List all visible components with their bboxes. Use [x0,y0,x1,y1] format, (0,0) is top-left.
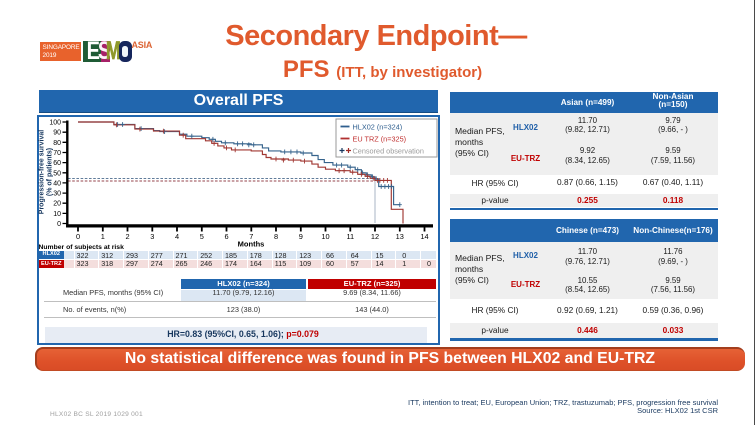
svg-text:20: 20 [53,201,61,208]
svg-text:6: 6 [224,232,228,241]
svg-text:10: 10 [321,232,329,241]
svg-text:7: 7 [249,232,253,241]
svg-text:80: 80 [53,140,61,147]
svg-text:14: 14 [420,232,428,241]
svg-text:50: 50 [53,170,61,177]
svg-text:4: 4 [175,232,179,241]
svg-text:12: 12 [371,232,379,241]
svg-text:13: 13 [396,232,404,241]
svg-text:3: 3 [150,232,154,241]
svg-text:Censored observation: Censored observation [353,146,424,155]
svg-text:70: 70 [53,150,61,157]
svg-text:(% of patients): (% of patients) [47,148,54,196]
svg-text:5: 5 [200,232,204,241]
svg-text:0: 0 [76,232,80,241]
svg-text:8: 8 [274,232,278,241]
svg-text:60: 60 [53,160,61,167]
svg-text:Progression-free survival: Progression-free survival [39,130,46,214]
svg-text:Months: Months [238,239,265,248]
svg-text:40: 40 [53,180,61,187]
svg-text:1: 1 [101,232,105,241]
svg-text:2: 2 [125,232,129,241]
svg-text:10: 10 [53,211,61,218]
svg-text:90: 90 [53,130,61,137]
svg-text:EU TRZ (n=325): EU TRZ (n=325) [353,134,407,143]
svg-text:30: 30 [53,191,61,198]
svg-text:100: 100 [49,120,61,127]
svg-text:9: 9 [299,232,303,241]
svg-text:11: 11 [346,232,354,241]
svg-text:HLX02 (n=324): HLX02 (n=324) [353,122,403,131]
svg-text:0: 0 [57,221,61,228]
